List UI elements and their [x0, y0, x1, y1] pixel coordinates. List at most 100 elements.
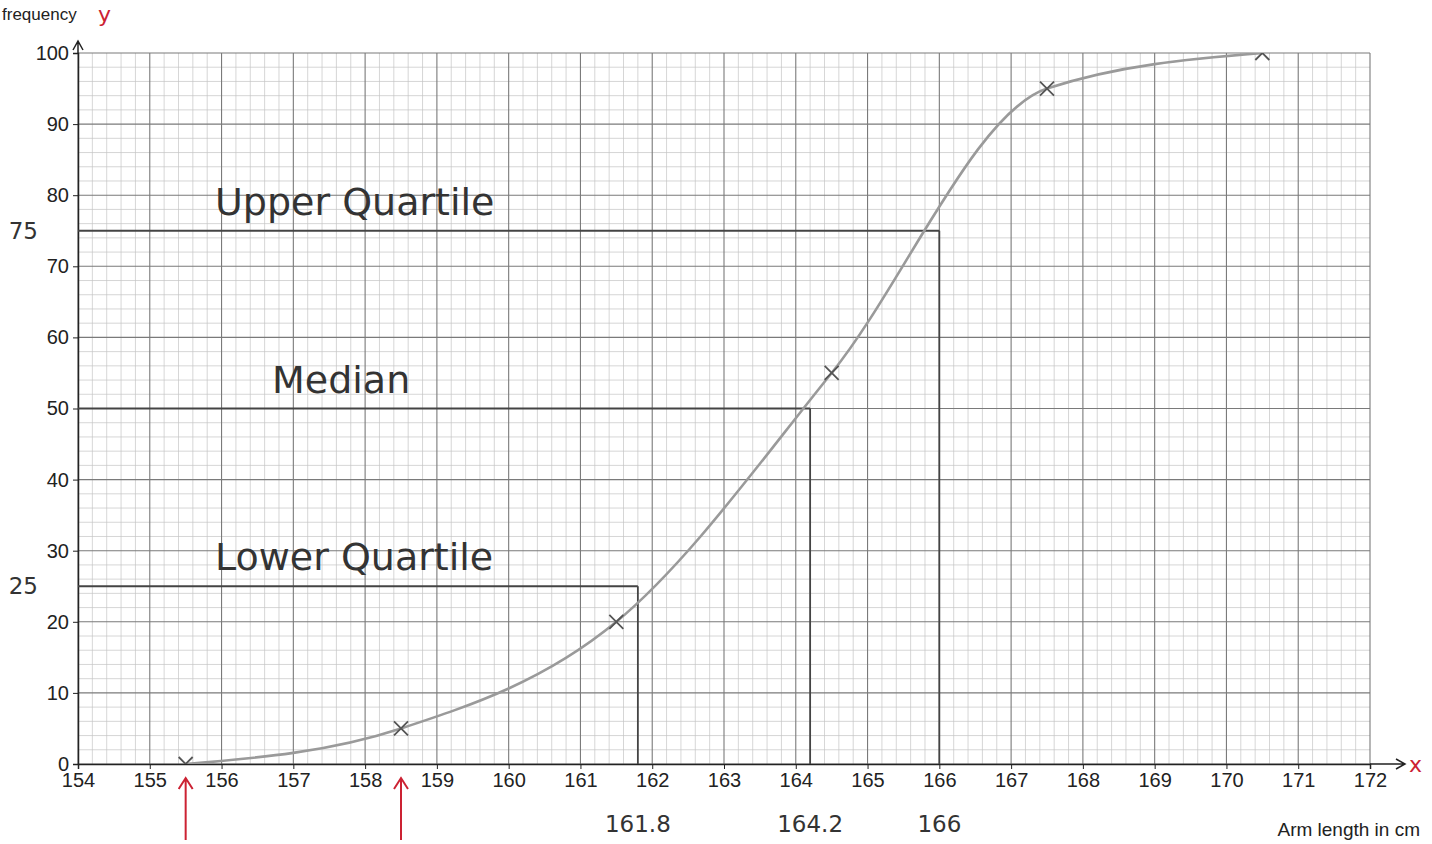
x-axis: 1541551561571581591601611621631641651661…	[62, 764, 1387, 791]
point-marker	[1255, 53, 1269, 60]
x-tick: 160	[492, 764, 525, 791]
x-tick-label: 157	[277, 769, 310, 791]
y-tick: 80	[47, 184, 78, 206]
x-tick-label: 156	[205, 769, 238, 791]
y-axis-arrow	[73, 41, 83, 53]
y-tick: 70	[47, 255, 78, 277]
grid-line	[78, 621, 1370, 622]
x-tick-label: 166	[923, 769, 956, 791]
y-tick: 100	[36, 42, 78, 64]
y-tick: 60	[47, 326, 78, 348]
quartile-label: Upper Quartile	[215, 180, 494, 224]
x-tick: 155	[134, 764, 167, 791]
y-tick-mark	[73, 480, 78, 481]
y-tick: 0	[58, 753, 78, 775]
y-axis-symbol: y	[98, 2, 111, 27]
pointer-arrow	[394, 778, 408, 840]
quartile-guide-vertical	[809, 409, 811, 765]
quartile-guide-vertical	[938, 231, 940, 764]
plot-marks	[78, 53, 1269, 764]
x-axis-arrow	[1370, 759, 1405, 769]
y-axis-title: frequency	[2, 5, 77, 24]
grid-line	[939, 53, 940, 764]
quartile-x-value: 166	[917, 811, 961, 837]
x-tick-label: 158	[349, 769, 382, 791]
y-tick-mark	[73, 764, 78, 765]
y-axis: 0102030405060708090100	[36, 42, 79, 775]
x-tick: 169	[1138, 764, 1171, 791]
minor-grid	[78, 53, 1370, 764]
cumulative-curve	[186, 53, 1263, 764]
x-axis-title: Arm length in cm	[1277, 819, 1420, 840]
grid-line	[78, 266, 1370, 267]
point-marker	[609, 615, 623, 629]
point-marker	[1040, 82, 1054, 96]
grid-line	[78, 479, 1370, 480]
minor-grid-line	[810, 53, 811, 764]
quartile-x-value: 161.8	[605, 811, 671, 837]
x-tick-label: 160	[492, 769, 525, 791]
y-tick-label: 0	[58, 753, 69, 775]
x-tick: 170	[1210, 764, 1243, 791]
grid-line	[78, 408, 1370, 409]
y-tick-mark	[73, 266, 78, 267]
x-tick: 164	[780, 764, 813, 791]
point-marker	[179, 757, 193, 764]
quartile-label: Lower Quartile	[215, 535, 493, 579]
y-tick-mark	[73, 124, 78, 125]
pointer-arrow	[179, 778, 193, 840]
y-tick: 90	[47, 113, 78, 135]
y-tick-mark	[73, 195, 78, 196]
point-marker	[825, 366, 839, 380]
x-tick-label: 165	[851, 769, 884, 791]
grid-line	[78, 692, 1370, 693]
y-tick-label: 10	[47, 682, 69, 704]
x-axis-symbol: x	[1409, 752, 1422, 777]
grid-line	[78, 52, 1370, 53]
grid-line	[78, 337, 1370, 338]
x-tick-label: 161	[564, 769, 597, 791]
x-tick: 166	[923, 764, 956, 791]
x-tick: 157	[277, 764, 310, 791]
x-tick-label: 164	[780, 769, 813, 791]
y-tick-label: 40	[47, 469, 69, 491]
x-tick-label: 172	[1354, 769, 1387, 791]
quartile-label: Median	[272, 358, 410, 402]
y-tick-label: 30	[47, 540, 69, 562]
quartile-guide-vertical	[637, 586, 639, 764]
x-tick: 161	[564, 764, 597, 791]
x-tick-label: 170	[1210, 769, 1243, 791]
grid	[78, 53, 1370, 764]
quartile-guide-horizontal	[78, 230, 939, 232]
y-tick-mark	[73, 409, 78, 410]
point-marker	[394, 721, 408, 735]
x-tick: 158	[349, 764, 382, 791]
y-tick-mark	[73, 693, 78, 694]
x-tick-label: 163	[708, 769, 741, 791]
x-tick-label: 162	[636, 769, 669, 791]
x-tick: 156	[205, 764, 238, 791]
x-tick: 159	[421, 764, 454, 791]
quartile-y-value: 25	[9, 573, 38, 599]
y-tick-mark	[73, 337, 78, 338]
y-tick-label: 70	[47, 255, 69, 277]
x-tick-label: 167	[995, 769, 1028, 791]
y-tick-label: 100	[36, 42, 69, 64]
x-tick-label: 171	[1282, 769, 1315, 791]
y-tick: 10	[47, 682, 78, 704]
y-tick-label: 60	[47, 326, 69, 348]
grid-line	[78, 124, 1370, 125]
y-tick: 40	[47, 469, 78, 491]
x-tick: 171	[1282, 764, 1315, 791]
x-tick: 167	[995, 764, 1028, 791]
x-tick: 168	[1067, 764, 1100, 791]
x-tick: 165	[851, 764, 884, 791]
y-axis-line	[73, 54, 79, 765]
quartile-guide-horizontal	[78, 585, 638, 587]
chart: 1541551561571581591601611621631641651661…	[0, 0, 1432, 844]
quartile-x-value: 164.2	[777, 811, 843, 837]
y-tick-mark	[73, 551, 78, 552]
y-tick-mark	[73, 53, 78, 54]
y-tick: 30	[47, 540, 78, 562]
x-tick-label: 169	[1138, 769, 1171, 791]
